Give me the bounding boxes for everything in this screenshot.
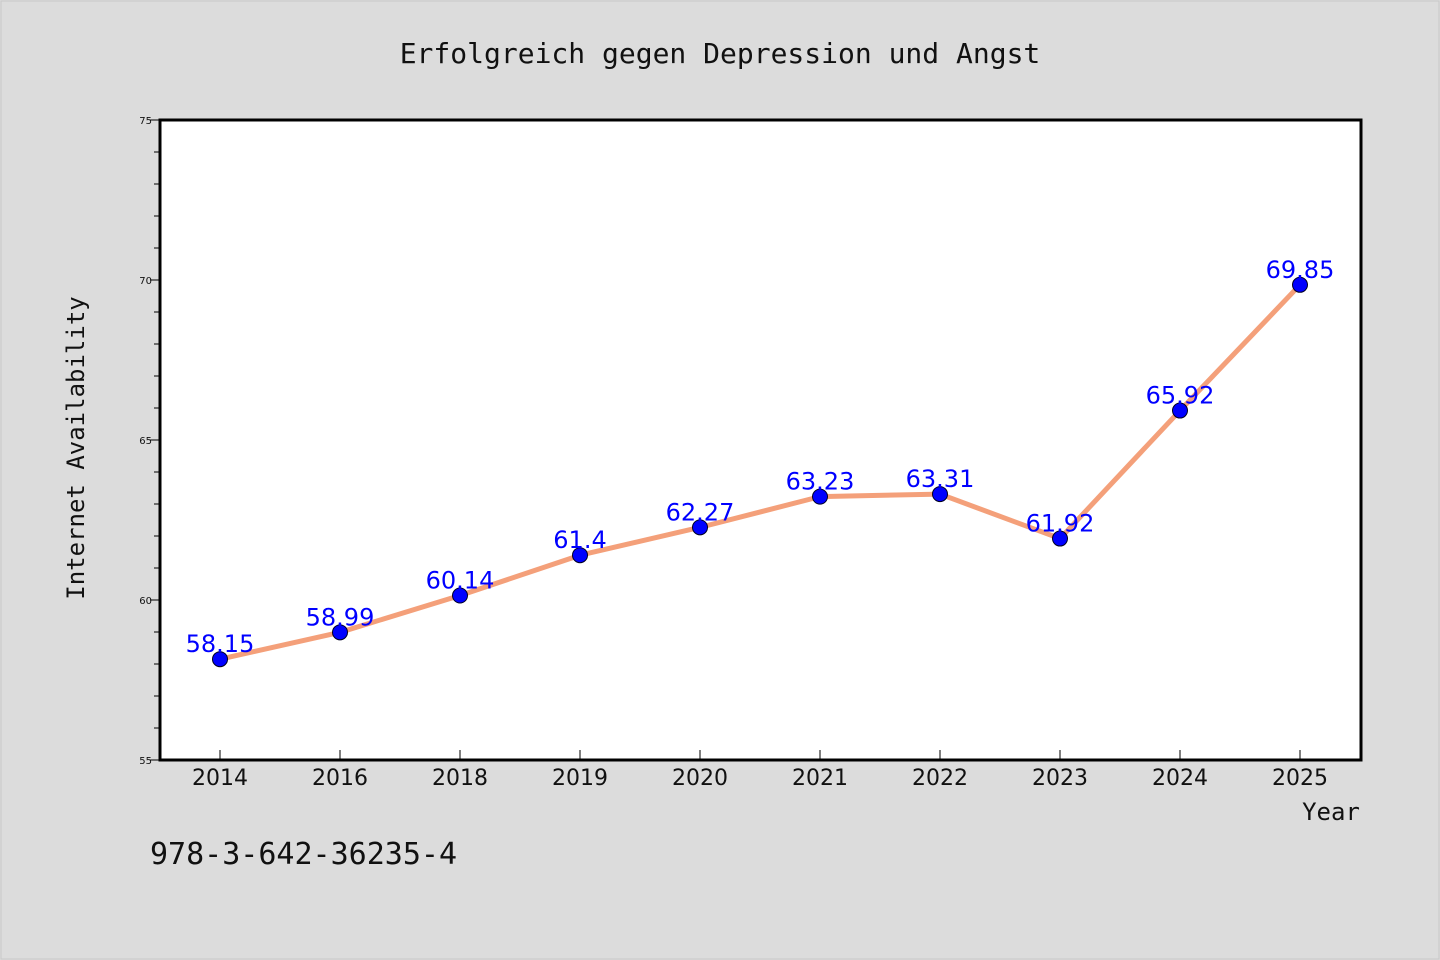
x-tick-label: 2022 xyxy=(912,766,968,791)
x-tick-label: 2024 xyxy=(1152,766,1208,791)
series-line xyxy=(217,282,1303,662)
data-labels: 58.15 58.99 60.14 61.4 62.27 63.23 63.31 61.92 6… xyxy=(186,256,1335,658)
plot-frame xyxy=(158,118,1363,762)
y-tick-label: 65 xyxy=(139,436,152,447)
data-point-label: 62.27 xyxy=(666,498,735,526)
data-point-label: 60.14 xyxy=(426,567,495,595)
chart-title: Erfolgreich gegen Depression und Angst xyxy=(400,37,1041,70)
data-point-marker xyxy=(812,488,828,505)
data-point-label: 65.92 xyxy=(1146,382,1215,410)
data-point-marker xyxy=(452,587,468,604)
data-point-label: 63.23 xyxy=(786,468,855,496)
y-axis-ticks: 55 60 65 70 75 xyxy=(139,116,160,767)
data-point-marker xyxy=(1292,276,1308,293)
x-tick-label: 2021 xyxy=(792,766,848,791)
data-point-marker xyxy=(1172,402,1188,419)
data-point-marker xyxy=(1052,530,1068,547)
x-tick-label: 2023 xyxy=(1032,766,1088,791)
data-point-label: 58.15 xyxy=(186,630,255,658)
x-tick-label: 2018 xyxy=(432,766,488,791)
data-point-marker xyxy=(332,624,348,641)
x-tick-label: 2014 xyxy=(192,766,248,791)
x-tick-label: 2020 xyxy=(672,766,728,791)
isbn-footer: 978-3-642-36235-4 xyxy=(150,837,457,872)
x-axis-label: Year xyxy=(1302,798,1360,826)
data-point-marker xyxy=(572,547,588,564)
data-point-marker xyxy=(212,651,228,668)
plot-area xyxy=(160,120,1361,760)
x-tick-label: 2016 xyxy=(312,766,368,791)
x-tick-label: 2019 xyxy=(552,766,608,791)
data-point-label: 58.99 xyxy=(306,603,375,631)
x-tick-label: 2025 xyxy=(1272,766,1328,791)
data-point-label: 63.31 xyxy=(906,465,975,493)
data-markers xyxy=(212,276,1308,668)
y-axis-label: Internet Availability xyxy=(62,296,90,599)
y-tick-label: 70 xyxy=(139,276,152,287)
data-point-marker xyxy=(692,519,708,536)
y-tick-label: 75 xyxy=(139,116,152,127)
x-axis-ticks: 2014 2016 2018 2019 2020 2021 2022 2023 2024 2025 xyxy=(192,750,1328,791)
y-tick-label: 60 xyxy=(139,596,152,607)
data-point-label: 61.4 xyxy=(553,526,606,554)
data-point-label: 69.85 xyxy=(1266,256,1335,284)
data-point-label: 61.92 xyxy=(1026,510,1095,538)
y-tick-label: 55 xyxy=(139,756,152,767)
data-point-marker xyxy=(932,486,948,503)
